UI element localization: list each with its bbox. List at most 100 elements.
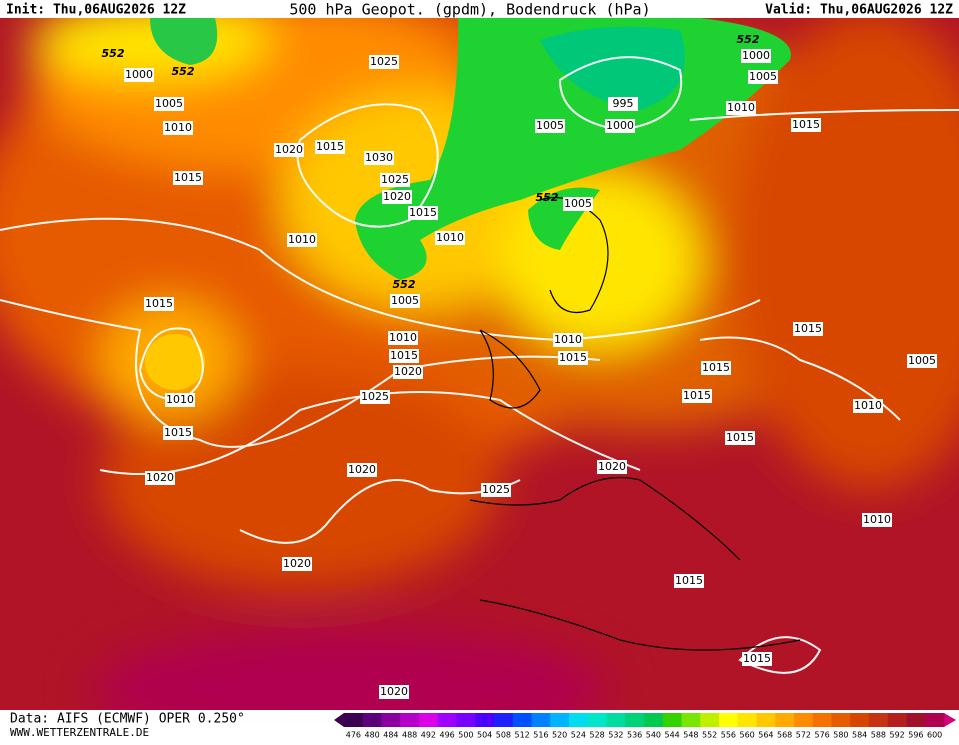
legend-label: 548 — [683, 731, 698, 740]
label-box — [144, 297, 174, 311]
isobar-label: 552 — [393, 278, 416, 291]
label-box — [145, 471, 175, 485]
isobar-label: 1015 — [174, 171, 202, 184]
legend-arrow-low — [334, 713, 344, 727]
label-box — [608, 97, 638, 111]
isobar-label: 1020 — [383, 190, 411, 203]
legend-label: 596 — [908, 731, 923, 740]
isobar-label: 1010 — [863, 513, 891, 526]
label-box — [605, 119, 635, 133]
header-bar — [0, 0, 959, 18]
isobar-label: 1010 — [854, 399, 882, 412]
label-box — [563, 197, 593, 211]
map-title: 500 hPa Geopot. (gpdm), Bodendruck (hPa) — [289, 1, 650, 19]
legend-swatch — [700, 713, 720, 727]
legend-swatch — [775, 713, 795, 727]
legend-swatch — [475, 713, 495, 727]
isobar-label: 1005 — [564, 197, 592, 210]
legend-swatch — [550, 713, 570, 727]
label-box — [481, 483, 511, 497]
legend-label: 544 — [664, 731, 679, 740]
legend-swatch — [419, 713, 439, 727]
isobar-label: 1020 — [380, 685, 408, 698]
legend-swatch — [437, 713, 457, 727]
isobar-label: 1010 — [164, 121, 192, 134]
legend-label: 524 — [571, 731, 586, 740]
label-box — [379, 685, 409, 699]
label-box — [364, 151, 394, 165]
legend-swatch — [569, 713, 589, 727]
isobar-label: 1000 — [742, 49, 770, 62]
legend-label: 476 — [346, 731, 361, 740]
isobar-label: 1010 — [288, 233, 316, 246]
isobar-label: 552 — [102, 47, 125, 60]
isobar-label: 1020 — [275, 143, 303, 156]
label-box — [165, 393, 195, 407]
label-box — [315, 140, 345, 154]
legend-label: 540 — [646, 731, 661, 740]
legend-swatch — [831, 713, 851, 727]
label-box — [360, 390, 390, 404]
isobar-label: 1015 — [559, 351, 587, 364]
label-box — [347, 463, 377, 477]
legend-label: 580 — [833, 731, 848, 740]
legend-swatch — [512, 713, 532, 727]
label-box — [282, 557, 312, 571]
label-box — [389, 349, 419, 363]
isobar-label: 1015 — [794, 322, 822, 335]
isobar-label: 1015 — [675, 574, 703, 587]
label-box — [535, 119, 565, 133]
legend-swatch — [850, 713, 870, 727]
isobar-label: 1010 — [727, 101, 755, 114]
label-box — [793, 322, 823, 336]
legend-label: 588 — [871, 731, 886, 740]
legend-swatch — [756, 713, 776, 727]
legend-label: 568 — [777, 731, 792, 740]
label-box — [701, 361, 731, 375]
legend-arrow-high — [944, 713, 956, 727]
isobar-label: 1000 — [125, 68, 153, 81]
label-box — [408, 206, 438, 220]
label-box — [726, 101, 756, 115]
isobar-label: 1015 — [702, 361, 730, 374]
legend-swatch — [869, 713, 889, 727]
isobar-label: 1005 — [908, 354, 936, 367]
legend-label: 492 — [421, 731, 436, 740]
legend-label: 560 — [739, 731, 754, 740]
isobar-label: 1025 — [381, 173, 409, 186]
isobar-label: 1025 — [370, 55, 398, 68]
legend-label: 572 — [796, 731, 811, 740]
isobar-label: 1005 — [391, 294, 419, 307]
isobar-label: 1020 — [394, 365, 422, 378]
legend-swatch — [531, 713, 551, 727]
isobar-label: 995 — [613, 97, 634, 110]
legend-label: 508 — [496, 731, 511, 740]
label-box — [173, 171, 203, 185]
legend-label: 484 — [383, 731, 398, 740]
label-box — [124, 68, 154, 82]
site: WWW.WETTERZENTRALE.DE — [10, 726, 149, 739]
legend-label: 504 — [477, 731, 492, 740]
legend-label: 516 — [533, 731, 548, 740]
legend-label: 480 — [364, 731, 379, 740]
label-box — [853, 399, 883, 413]
label-box — [274, 143, 304, 157]
isobar-label: 1015 — [145, 297, 173, 310]
legend-swatch — [456, 713, 476, 727]
label-box — [390, 294, 420, 308]
isobar-label: 1015 — [390, 349, 418, 362]
isobar-label: 1015 — [164, 426, 192, 439]
legend-label: 532 — [608, 731, 623, 740]
legend-swatch — [344, 713, 364, 727]
isobar-label: 552 — [536, 191, 559, 204]
legend-label: 528 — [589, 731, 604, 740]
isobar-label: 1005 — [749, 70, 777, 83]
legend-swatch — [381, 713, 401, 727]
legend-swatch — [906, 713, 926, 727]
label-box — [380, 173, 410, 187]
label-box — [682, 389, 712, 403]
label-box — [393, 365, 423, 379]
legend-label: 488 — [402, 731, 417, 740]
label-box — [742, 652, 772, 666]
